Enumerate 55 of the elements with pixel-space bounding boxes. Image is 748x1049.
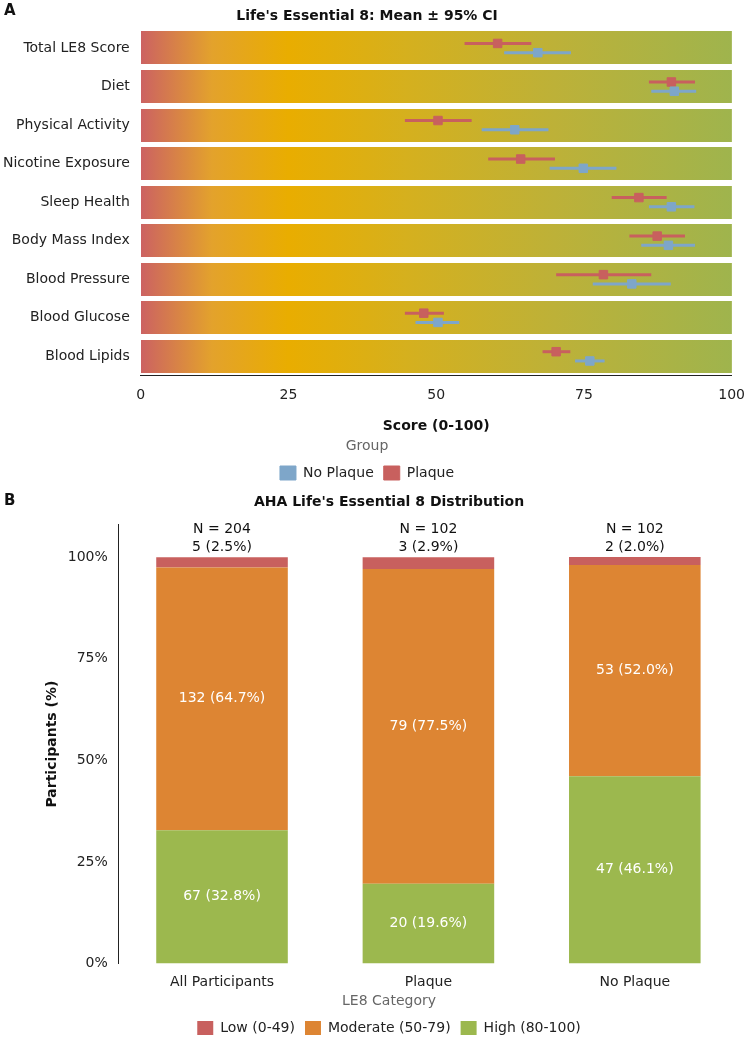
annotation: N = 204	[193, 519, 252, 536]
bar	[569, 556, 701, 566]
y-tick-label: Blood Glucose	[30, 308, 130, 325]
y-tick-label: 25%	[76, 852, 108, 869]
y-tick-label: Diet	[100, 77, 131, 94]
legend-label: Moderate (50-79)	[327, 1018, 451, 1035]
legend-label: High (80-100)	[483, 1018, 581, 1035]
bar	[569, 776, 701, 964]
y-tick-label: Nicotine Exposure	[2, 154, 130, 171]
data-label: 20 (19.6%)	[389, 914, 468, 931]
bar	[156, 830, 288, 964]
annotation: N = 102	[399, 519, 458, 536]
y-tick-label: Sleep Health	[40, 192, 130, 209]
data-label: 79 (77.5%)	[389, 717, 468, 734]
bar	[156, 567, 288, 831]
x-axis-title: Score (0-100)	[382, 417, 490, 434]
y-tick-label: Blood Lipids	[45, 346, 130, 363]
data-label: 47 (46.1%)	[595, 860, 674, 877]
data-label: 67 (32.8%)	[183, 887, 261, 904]
x-tick-label: 100	[718, 385, 746, 402]
data-label: 3 (2.9%)	[398, 537, 459, 554]
x-tick-label: Plaque	[404, 973, 453, 990]
bar	[156, 557, 288, 568]
y-tick-label: Total LE8 Score	[22, 38, 130, 55]
x-tick-label: 25	[279, 385, 298, 402]
y-tick-label: 75%	[76, 649, 108, 666]
chart-title: AHA Life's Essential 8 Distribution	[253, 493, 525, 510]
x-tick-label: 75	[575, 385, 593, 402]
text: B	[4, 491, 16, 510]
data-label: 5 (2.5%)	[192, 537, 252, 554]
legend-title: LE8 Category	[342, 991, 436, 1008]
legend-label: Low (0-49)	[220, 1018, 295, 1035]
data-label: 132 (64.7%)	[178, 689, 266, 706]
x-tick-label: 50	[427, 385, 446, 402]
bar	[569, 565, 701, 777]
data-label: 2 (2.0%)	[604, 537, 665, 554]
text: A	[4, 1, 16, 20]
y-axis-title: Participants (%)	[43, 680, 60, 808]
y-tick-label: 50%	[76, 750, 108, 767]
data-label: 53 (52.0%)	[595, 661, 674, 678]
y-tick-label: 100%	[67, 547, 108, 564]
legend-title: Group	[345, 436, 389, 453]
x-tick-label: 0	[136, 385, 146, 402]
bar	[362, 557, 495, 570]
x-tick-label: No Plaque	[599, 973, 671, 990]
y-tick-label: Blood Pressure	[26, 269, 130, 286]
legend-label: No Plaque	[302, 463, 374, 480]
y-tick-label: Physical Activity	[15, 115, 130, 132]
y-tick-label: 0%	[85, 954, 108, 971]
bar	[362, 569, 495, 884]
annotation: N = 102	[605, 519, 664, 536]
bar	[362, 883, 495, 964]
chart-title: Life's Essential 8: Mean ± 95% CI	[236, 7, 498, 24]
x-tick-label: All Participants	[170, 973, 275, 990]
y-tick-label: Body Mass Index	[11, 231, 130, 248]
